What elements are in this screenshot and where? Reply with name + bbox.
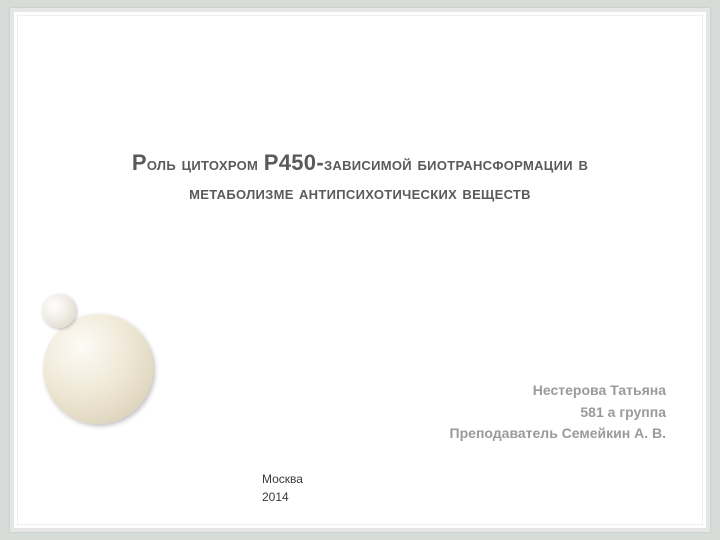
footer-city: Москва	[262, 470, 303, 488]
author-name: Нестерова Татьяна	[450, 380, 666, 402]
decor-circle-small	[42, 294, 76, 328]
title-line-2: метаболизме антипсихотических веществ	[48, 180, 672, 208]
title-segment-2: зависимой биотрансформации в	[324, 154, 588, 175]
author-teacher: Преподаватель Семейкин А. В.	[450, 423, 666, 445]
footer-block: Москва 2014	[262, 470, 303, 506]
author-group: 581 а группа	[450, 402, 666, 424]
slide-frame: Роль цитохром Р450-зависимой биотрансфор…	[10, 8, 710, 532]
slide-inner: Роль цитохром Р450-зависимой биотрансфор…	[17, 15, 703, 525]
title-line-1: Роль цитохром Р450-зависимой биотрансфор…	[48, 146, 672, 180]
author-block: Нестерова Татьяна 581 а группа Преподава…	[450, 380, 666, 445]
title-drop-cap-2: Р450-	[264, 150, 324, 175]
decor-circle-large	[43, 314, 153, 424]
slide-title: Роль цитохром Р450-зависимой биотрансфор…	[48, 146, 672, 208]
title-segment-1: оль цитохром	[147, 154, 264, 175]
footer-year: 2014	[262, 488, 303, 506]
title-drop-cap-1: Р	[132, 150, 147, 175]
